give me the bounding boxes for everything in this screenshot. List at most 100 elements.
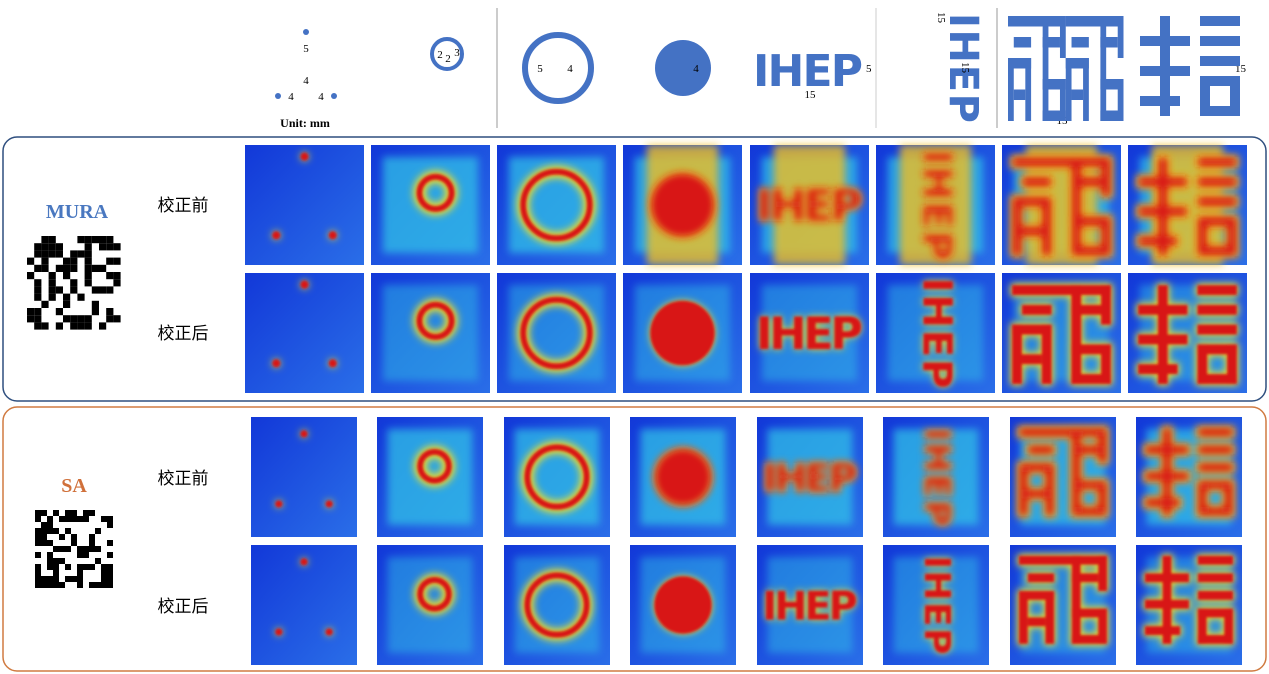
tile-haze (893, 557, 979, 653)
heatmap-tile (630, 417, 736, 537)
mask-cell (47, 516, 53, 522)
glyph-block (1197, 344, 1237, 355)
glyph-block (1071, 246, 1111, 256)
word-rotated: IHEP (940, 13, 986, 123)
mask-cell (41, 540, 47, 546)
mask-cell (84, 279, 92, 287)
tile-bg (245, 145, 364, 265)
mask-cell (55, 264, 63, 272)
unit-label: Unit: mm (280, 116, 330, 130)
mask-cell (91, 308, 99, 316)
mask-cell (107, 570, 113, 576)
glyph-block (1059, 16, 1066, 58)
mask-cell (84, 236, 92, 244)
glyph-block (1013, 89, 1026, 100)
mask-cell (106, 243, 114, 251)
hotspot (275, 628, 283, 636)
mask-cell (65, 528, 71, 534)
mask-cell (71, 576, 77, 582)
glyph-block (1071, 480, 1108, 490)
mask-cell (27, 257, 35, 265)
shape: IHEP (756, 181, 863, 232)
shape (1144, 555, 1234, 644)
ring (522, 32, 594, 104)
mask-cell (99, 322, 107, 330)
mask-cell (47, 522, 53, 528)
mask-cell (113, 272, 121, 280)
glyph-block (1027, 617, 1046, 627)
shape (272, 152, 337, 240)
mask-cell (27, 272, 35, 280)
mask-cell (48, 236, 56, 244)
hot-ring (417, 448, 452, 484)
glyph-block (1227, 344, 1237, 384)
mask-cell (34, 315, 42, 323)
mask-cell (34, 293, 42, 301)
hot-word: IHEP (762, 583, 857, 629)
shape: IHEP (916, 556, 957, 655)
shape (1012, 285, 1111, 384)
hot-word: IHEP (756, 181, 863, 232)
glyph-block (1138, 206, 1188, 217)
mask-cell (106, 257, 114, 265)
mask-cell (55, 243, 63, 251)
mask-cell (63, 264, 71, 272)
glyph-block (1065, 58, 1072, 121)
panel-name: MURA (46, 201, 109, 223)
glyph-block (1008, 58, 1014, 121)
tile-haze (767, 429, 853, 525)
glyph-block (1227, 216, 1237, 256)
mask-cell (95, 582, 101, 588)
hotspot (325, 628, 333, 636)
mask-cell (70, 257, 78, 265)
mask-cell (41, 300, 49, 308)
mask-cell (34, 308, 42, 316)
glyph-block (1200, 76, 1210, 116)
mask-cell (47, 552, 53, 558)
dim-label: 2 (437, 49, 443, 61)
mask-cell (89, 534, 95, 540)
glyph-block (1021, 176, 1052, 187)
glyph-block (1021, 304, 1052, 315)
shape (272, 280, 337, 368)
glyph-block (1018, 590, 1028, 644)
dim-label: 3 (454, 47, 460, 59)
glyph-block (1071, 89, 1084, 100)
hot-ring (524, 572, 590, 638)
glyph-block (1071, 216, 1111, 227)
mask-cell (77, 564, 83, 570)
hotspot (272, 359, 281, 368)
mask-cell (107, 540, 113, 546)
row-label: 校正前 (158, 196, 209, 216)
mask-cell (84, 264, 92, 272)
mask-cell (59, 534, 65, 540)
glyph-block (1059, 79, 1066, 121)
glyph-block (1071, 304, 1102, 315)
mask-cell (55, 286, 63, 294)
point-sources (275, 29, 337, 99)
glyph-block (1197, 573, 1234, 583)
hot-disk (650, 172, 715, 238)
tile-haze (761, 285, 858, 381)
glyph-block (1021, 354, 1042, 365)
glyph-block (1100, 110, 1124, 121)
shape: IHEP (913, 278, 960, 389)
glyph-block (1041, 324, 1052, 384)
glyph-block (1042, 37, 1060, 48)
mask-cell (41, 522, 47, 528)
glyph-block (1101, 344, 1111, 384)
mask-cell (53, 510, 59, 516)
glyph-block (1197, 374, 1237, 384)
mask-cell (84, 243, 92, 251)
glyph-block (1138, 176, 1188, 187)
mask-cell (107, 582, 113, 588)
glyph-block (1230, 76, 1240, 116)
hotspot (300, 558, 308, 566)
hot-word: IHEP (913, 278, 960, 389)
heatmap-tile (497, 145, 616, 265)
glyph-block (1197, 608, 1234, 618)
